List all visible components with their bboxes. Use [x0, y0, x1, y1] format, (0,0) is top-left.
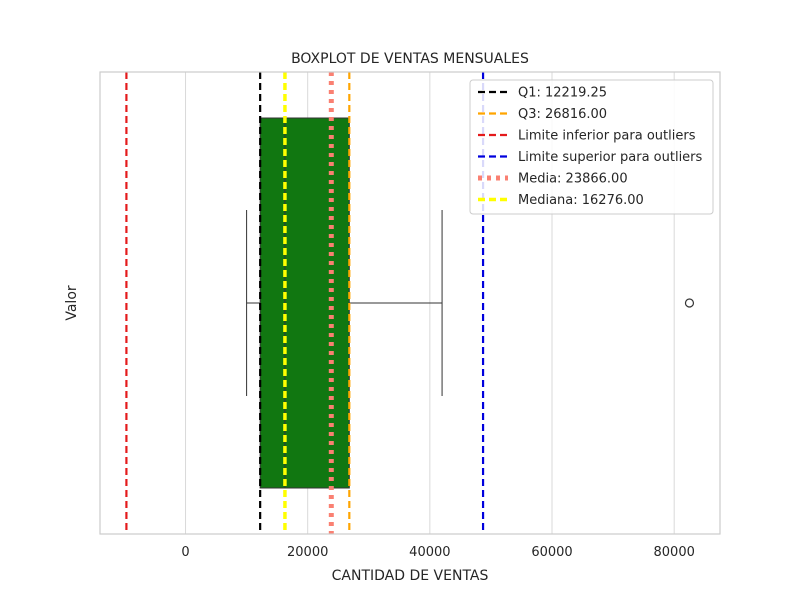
y-axis-label: Valor [64, 285, 80, 321]
chart-title: BOXPLOT DE VENTAS MENSUALES [291, 51, 529, 67]
outlier-point [684, 298, 695, 308]
iqr-box [259, 117, 350, 489]
x-tick-label: 60000 [531, 545, 572, 560]
legend-entry: Limite inferior para outliers [518, 129, 696, 144]
legend-entry: Q3: 26816.00 [518, 107, 607, 122]
legend-entry: Media: 23866.00 [518, 172, 628, 187]
x-tick-labels: 0 20000 40000 60000 80000 [181, 545, 694, 560]
plot-frame [99, 71, 721, 535]
legend-entry: Q1: 12219.25 [518, 86, 607, 101]
x-tick-label: 0 [181, 545, 189, 560]
legend: Q1: 12219.25 Q3: 26816.00 Limite inferior … [469, 79, 714, 215]
x-tick-label: 20000 [287, 545, 328, 560]
x-tick-label: 80000 [654, 545, 695, 560]
x-axis-label: CANTIDAD DE VENTAS [332, 568, 489, 584]
legend-box [469, 79, 714, 215]
legend-entry: Mediana: 16276.00 [518, 193, 644, 208]
legend-entry: Limite superior para outliers [518, 150, 703, 165]
x-tick-label: 40000 [409, 545, 450, 560]
